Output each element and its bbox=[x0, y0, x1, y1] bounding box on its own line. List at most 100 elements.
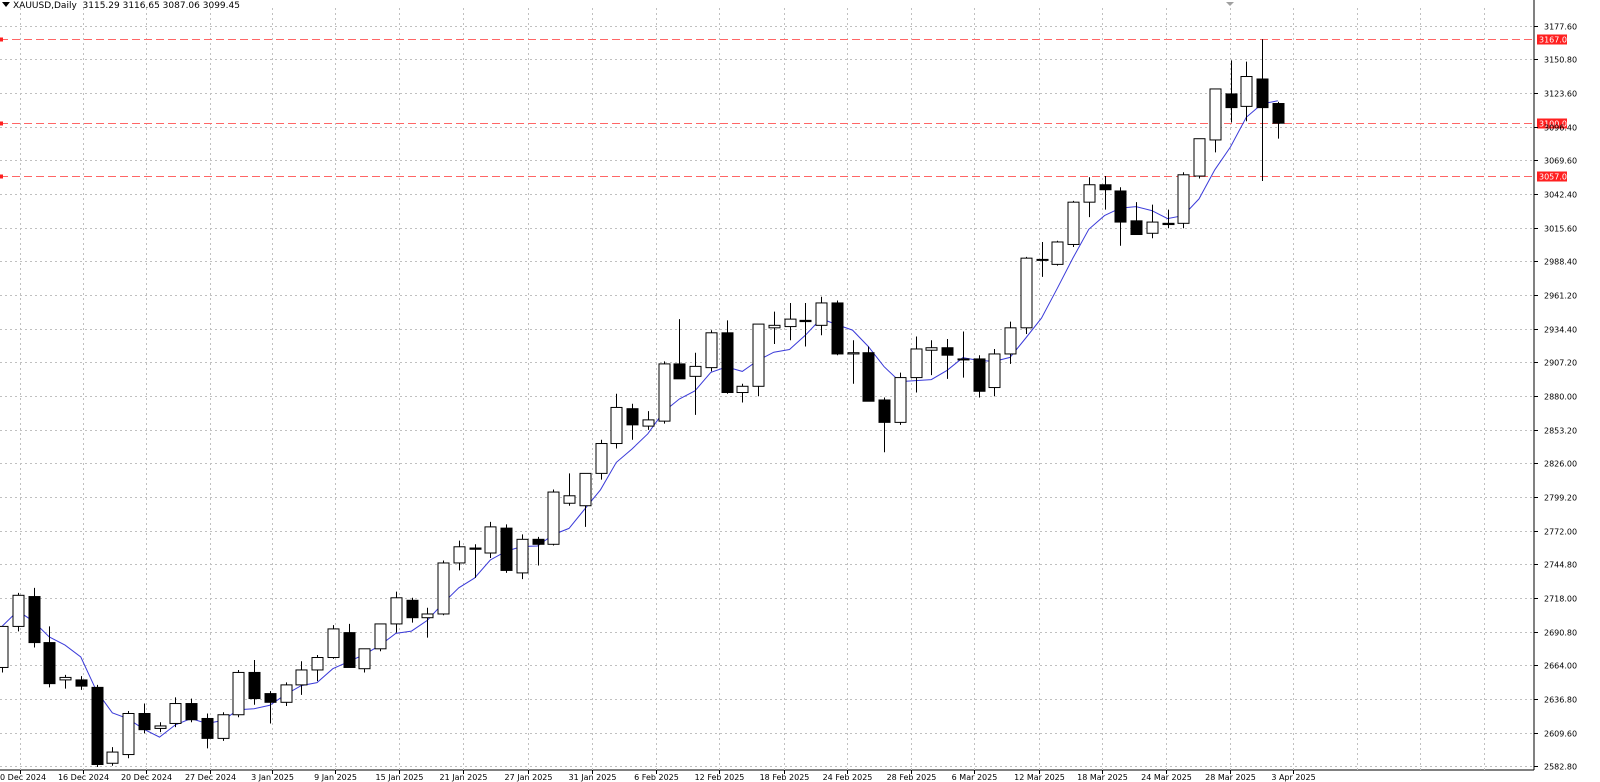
candle-body bbox=[1193, 138, 1206, 177]
candle-body bbox=[563, 495, 576, 504]
candle-body bbox=[532, 538, 545, 545]
candle bbox=[815, 296, 828, 336]
x-tick-label: 15 Jan 2025 bbox=[376, 773, 424, 782]
y-tick-label: 2880.00 bbox=[1544, 393, 1577, 402]
price-axis: 3177.60 3150.80 3123.60 3096.40 3069.60 3042.… bbox=[1534, 23, 1577, 772]
candle-body bbox=[91, 686, 104, 766]
candle-body bbox=[358, 648, 371, 670]
candle-body bbox=[390, 597, 403, 625]
x-tick-label: 28 Feb 2025 bbox=[887, 773, 937, 782]
candle-body bbox=[988, 353, 1001, 389]
candle-body bbox=[831, 302, 844, 355]
candle-body bbox=[421, 613, 434, 619]
candle bbox=[1177, 172, 1190, 229]
candle bbox=[610, 393, 623, 449]
candle bbox=[689, 352, 702, 415]
y-tick-label: 2636.80 bbox=[1544, 696, 1577, 705]
candle-body bbox=[264, 693, 277, 703]
candle-body bbox=[280, 684, 293, 703]
candle bbox=[1130, 202, 1143, 236]
x-tick-label: 21 Jan 2025 bbox=[440, 773, 488, 782]
candle bbox=[1051, 240, 1064, 266]
candle-body bbox=[453, 546, 466, 564]
candle-body bbox=[437, 562, 450, 615]
candle bbox=[973, 355, 986, 398]
ma-line bbox=[1, 100, 1278, 738]
candle bbox=[1036, 241, 1049, 277]
candle bbox=[752, 323, 765, 397]
candle bbox=[437, 560, 450, 616]
x-tick-label: 27 Dec 2024 bbox=[185, 773, 236, 782]
candle-body bbox=[1067, 201, 1080, 245]
candle bbox=[799, 302, 812, 347]
candle-body bbox=[0, 625, 9, 668]
candle bbox=[390, 591, 403, 633]
candle bbox=[264, 691, 277, 724]
y-tick-label: 2988.40 bbox=[1544, 258, 1577, 267]
candle bbox=[327, 625, 340, 659]
candle bbox=[516, 534, 529, 580]
candle-body bbox=[311, 657, 324, 671]
candle bbox=[910, 336, 923, 393]
candle bbox=[1272, 101, 1285, 139]
candle-body bbox=[1083, 184, 1096, 203]
candle-body bbox=[43, 642, 56, 685]
candle-body bbox=[1036, 258, 1049, 261]
grid-lines bbox=[0, 0, 1535, 771]
candle-body bbox=[59, 676, 72, 681]
candle bbox=[484, 521, 497, 558]
candle bbox=[1146, 204, 1159, 239]
candle-body bbox=[12, 594, 25, 627]
candle-body bbox=[232, 671, 245, 716]
y-tick-label: 3123.60 bbox=[1544, 90, 1577, 99]
dropdown-triangle-icon[interactable] bbox=[2, 2, 10, 7]
candle bbox=[579, 472, 592, 527]
candle-body bbox=[894, 377, 907, 423]
horizontal-levels: 3167.00 3100.00 3057.00 bbox=[0, 34, 1572, 182]
candle-body bbox=[689, 365, 702, 377]
ohlc-readout: 3115.29 3116.65 3087.06 3099.45 bbox=[82, 1, 240, 11]
y-tick-label: 2772.00 bbox=[1544, 528, 1577, 537]
candle bbox=[138, 703, 151, 734]
candle bbox=[169, 697, 182, 728]
candle bbox=[1067, 200, 1080, 247]
level-marker bbox=[0, 37, 3, 42]
candle bbox=[1256, 39, 1269, 182]
y-tick-label: 3150.80 bbox=[1544, 56, 1577, 65]
y-tick-label: 2853.20 bbox=[1544, 427, 1577, 436]
candle bbox=[831, 300, 844, 356]
candle-body bbox=[815, 302, 828, 326]
candle-body bbox=[610, 406, 623, 445]
candle bbox=[343, 623, 356, 668]
candle-body bbox=[705, 332, 718, 369]
candle-body bbox=[1240, 76, 1253, 107]
y-tick-label: 2826.00 bbox=[1544, 460, 1577, 469]
candle bbox=[75, 676, 88, 690]
candle bbox=[1162, 209, 1175, 229]
candle bbox=[311, 655, 324, 682]
y-tick-label: 2907.20 bbox=[1544, 359, 1577, 368]
candle-body bbox=[547, 491, 560, 545]
y-tick-label: 3096.40 bbox=[1544, 124, 1577, 133]
candle-body bbox=[406, 599, 419, 619]
candle bbox=[1209, 88, 1222, 153]
candle-body bbox=[154, 725, 167, 729]
candle bbox=[500, 524, 513, 573]
candle-body bbox=[1051, 241, 1064, 265]
x-tick-label: 27 Jan 2025 bbox=[505, 773, 553, 782]
candle bbox=[295, 661, 308, 695]
candle-body bbox=[1177, 174, 1190, 224]
candle-body bbox=[658, 363, 671, 422]
candle bbox=[894, 372, 907, 425]
candle-body bbox=[973, 358, 986, 392]
level-marker bbox=[0, 121, 3, 126]
candle-body bbox=[941, 347, 954, 356]
candle-body bbox=[217, 714, 230, 739]
candle-body bbox=[343, 632, 356, 668]
chart-header: XAUUSD,Daily 3115.29 3116.65 3087.06 309… bbox=[2, 1, 240, 11]
candle-body bbox=[1004, 327, 1017, 355]
candle bbox=[673, 319, 686, 380]
candle bbox=[0, 625, 9, 673]
candle-body bbox=[1256, 78, 1269, 109]
